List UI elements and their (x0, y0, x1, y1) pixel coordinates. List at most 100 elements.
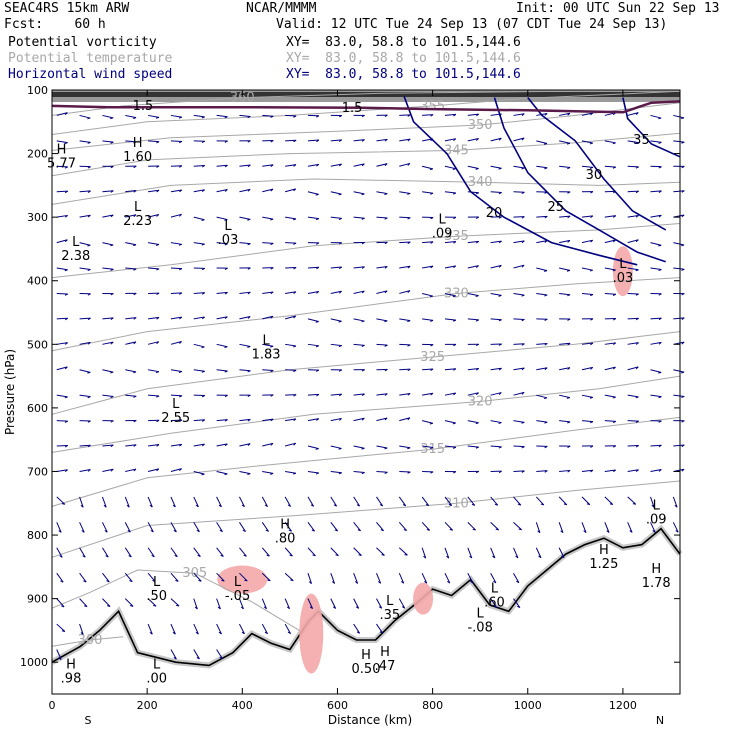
wind-vector (102, 444, 114, 447)
wind-vector-head (590, 215, 594, 219)
wind-vector-head (293, 442, 297, 446)
wind-vector (467, 496, 476, 506)
wind-vector (513, 391, 525, 396)
pv-extremum-type: L (619, 257, 627, 272)
wind-vector-head (103, 504, 107, 508)
wind-vector (513, 572, 520, 584)
wind-vector-head (292, 472, 297, 475)
theta-contour-330 (51, 277, 681, 352)
wind-vector (261, 547, 270, 557)
wind-vector-head (173, 529, 177, 533)
wind-vector-head (179, 419, 183, 423)
wind-vector-head (270, 267, 274, 270)
wind-vector-head (338, 320, 342, 323)
x-tick-label: 800 (422, 699, 443, 712)
wind-vector (581, 522, 587, 533)
wind-vector-head (316, 266, 320, 270)
wind-vector-head (361, 242, 365, 245)
wind-vector-head (475, 167, 479, 170)
wind-vector-head (681, 268, 685, 271)
wind-vector (216, 164, 228, 167)
wind-vector-head (106, 580, 110, 583)
wind-vector-head (156, 468, 160, 472)
wind-vector (56, 267, 68, 271)
wind-vector (125, 394, 137, 397)
wind-vector (467, 137, 479, 142)
wind-vector (376, 216, 388, 219)
y-tick-label: 200 (27, 148, 48, 161)
wind-vector-head (87, 420, 91, 423)
wind-vector-head (133, 117, 137, 119)
wind-vector-head (80, 504, 84, 508)
wind-vector-head (247, 316, 251, 319)
wind-vector-head (316, 393, 320, 397)
wind-vector-head (338, 266, 343, 270)
theta-label-355: 355 (420, 99, 445, 114)
wind-vector-head (61, 605, 65, 608)
wind-vector-head (316, 418, 320, 421)
wind-vector-head (498, 294, 502, 297)
wind-vector (627, 444, 639, 447)
wind-vector-head (224, 443, 228, 447)
wind-vector-head (133, 341, 137, 345)
wind-vector (399, 138, 411, 142)
wind-vector-head (681, 317, 685, 320)
wind-vector-head (201, 140, 205, 144)
wind-vector (170, 547, 178, 557)
wind-vector-head (64, 112, 68, 116)
y-tick-label: 500 (27, 338, 48, 351)
wind-vector-head (172, 504, 176, 508)
wind-vector-head (58, 657, 62, 660)
wind-vector-head (293, 291, 297, 294)
wind-vector-head (105, 555, 109, 558)
wind-vector (102, 317, 114, 320)
wind-vector-head (270, 164, 274, 167)
wind-vector-head (315, 448, 319, 450)
wind-vector-head (333, 504, 337, 507)
wind-vector-head (110, 420, 114, 423)
wind-vector (421, 547, 427, 559)
wind-vector-head (247, 267, 251, 270)
wind-vector (559, 342, 571, 345)
wind-vector (79, 317, 91, 320)
wind-vector-head (156, 419, 160, 423)
wind-vector-head (475, 216, 480, 219)
wind-vector (399, 470, 411, 473)
wind-vector (444, 496, 453, 506)
wind-vector (262, 418, 274, 422)
theta-contour-325 (51, 331, 681, 415)
wind-vector-head (384, 266, 388, 269)
wind-vector-head (521, 470, 525, 473)
wind-vector-head (635, 366, 639, 370)
wind-vector (353, 216, 365, 219)
wind-vector-head (475, 392, 479, 396)
wind-vector-head (270, 218, 274, 221)
pv-extremum-value: .09 (432, 227, 453, 242)
wind-vector (102, 114, 114, 119)
wind-vector-head (270, 188, 274, 192)
wind-vector-head (270, 472, 274, 475)
wind-vector (513, 420, 525, 423)
wind-label-25: 25 (548, 200, 565, 215)
wind-vector (421, 572, 428, 584)
wind-vector-head (407, 163, 411, 166)
wind-vector-head (381, 554, 385, 556)
wind-vector-head (338, 447, 342, 450)
wind-vector (216, 496, 222, 508)
wind-vector-head (658, 317, 662, 321)
wind-vector (467, 292, 479, 297)
wind-vector (558, 496, 568, 506)
wind-vector (376, 290, 388, 294)
wind-vector-head (590, 191, 594, 194)
pv-extremum-type: L (438, 213, 446, 228)
wind-vector (399, 114, 411, 116)
wind-vector-head (286, 606, 290, 610)
wind-vector (467, 445, 479, 448)
wind-vector-head (316, 242, 320, 245)
wind-vector-head (658, 341, 662, 345)
pv-extremum-value: -.05 (225, 589, 250, 604)
wind-vector-head (179, 468, 182, 472)
wind-vector (102, 547, 109, 558)
wind-vector (650, 469, 662, 472)
wind-vector-head (583, 530, 587, 533)
